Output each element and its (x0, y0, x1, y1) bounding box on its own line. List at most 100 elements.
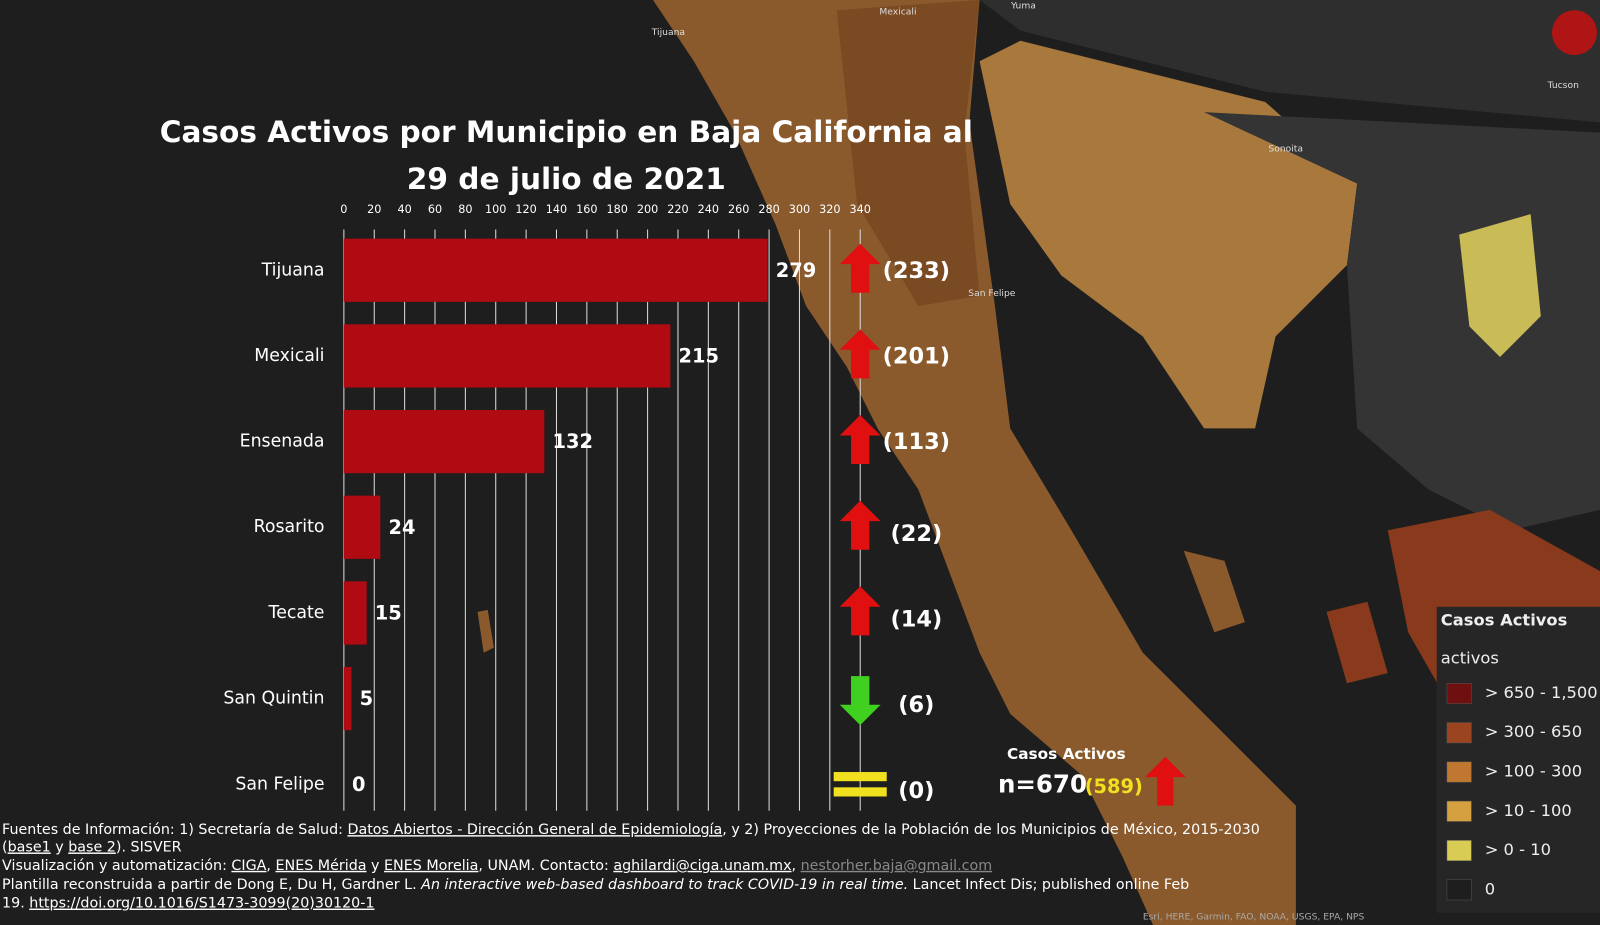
value-label: 215 (679, 344, 719, 367)
legend-label: > 650 - 1,500 (1485, 683, 1598, 702)
x-tick-label: 200 (637, 203, 658, 216)
bar (343, 495, 381, 559)
legend-swatch (1446, 800, 1472, 822)
footer-line: (base1 y base 2). SISVER (2, 839, 182, 855)
x-tick-label: 0 (340, 203, 347, 216)
map-label: Tucson (1547, 80, 1579, 91)
category-label: Tijuana (261, 260, 325, 280)
map-label: Tijuana (651, 27, 685, 38)
footer-text: Visualización y automatización: (2, 858, 231, 874)
chart-title: 29 de julio de 2021 (407, 162, 726, 196)
x-tick-label: 20 (367, 203, 381, 216)
bar (343, 238, 768, 302)
value-label: 24 (388, 516, 415, 539)
map-label: Mexicali (879, 7, 916, 18)
trend-up-arrow (839, 415, 881, 465)
footer-link[interactable]: aghilardi@ciga.unam.mx (613, 858, 791, 874)
footer-text: , (792, 858, 801, 874)
footer-text: y (51, 839, 69, 855)
equal-bar (833, 772, 887, 782)
value-label: 279 (776, 259, 816, 282)
footer-text: 19. (2, 896, 29, 912)
footer-link[interactable]: ENES Mérida (276, 858, 367, 874)
value-label: 5 (360, 687, 373, 710)
value-label: 0 (352, 773, 365, 796)
footer-line: 19. https://doi.org/10.1016/S1473-3099(2… (2, 896, 374, 912)
footer-text: ( (2, 839, 8, 855)
footer-text: Lancet Infect Dis; published online Feb (908, 877, 1189, 893)
footer-text: y (367, 858, 385, 874)
footer-link[interactable]: Datos Abiertos - Dirección General de Ep… (347, 822, 722, 838)
x-tick-label: 320 (819, 203, 840, 216)
legend-swatch (1446, 879, 1472, 901)
map-island (477, 609, 494, 653)
previous-value-label: (113) (883, 429, 950, 455)
x-tick-label: 40 (397, 203, 411, 216)
map-baja (653, 0, 1296, 925)
trend-up-arrow (839, 586, 881, 636)
previous-value-label: (6) (898, 692, 934, 718)
footer-line: Visualización y automatización: CIGA, EN… (2, 858, 992, 874)
bar (343, 666, 352, 731)
trend-up-arrow (839, 243, 881, 293)
bar (343, 409, 545, 474)
trend-up-arrow (839, 329, 881, 379)
footer-text: , (266, 858, 275, 874)
footer-link[interactable]: https://doi.org/10.1016/S1473-3099(20)30… (29, 896, 374, 912)
x-tick-label: 180 (607, 203, 628, 216)
x-tick-label: 100 (485, 203, 506, 216)
category-label: Mexicali (254, 346, 324, 366)
legend-box (1436, 606, 1600, 913)
footer-link[interactable]: base 2 (68, 839, 116, 855)
total-title: Casos Activos (1007, 745, 1126, 763)
legend-label: > 10 - 100 (1485, 801, 1572, 820)
legend-subtitle: activos (1441, 648, 1499, 667)
map-label: Sonoita (1268, 143, 1303, 154)
total-previous: (589) (1085, 775, 1143, 798)
category-label: Rosarito (254, 517, 325, 537)
map-island (1183, 550, 1245, 633)
bar (343, 324, 671, 388)
footer-text: , y 2) Proyecciones de la Población de l… (722, 822, 1260, 838)
category-label: San Felipe (235, 774, 324, 794)
x-tick-label: 120 (515, 203, 536, 216)
footer-link[interactable]: nestorher.baja@gmail.com (801, 858, 993, 874)
total-trend-arrow (1144, 756, 1186, 806)
x-tick-label: 340 (849, 203, 870, 216)
category-label: San Quintin (223, 689, 324, 709)
map-sonora-dark (1204, 112, 1600, 531)
map-label: San Felipe (968, 288, 1016, 299)
map-region (1326, 601, 1388, 684)
previous-value-label: (201) (883, 343, 950, 369)
trend-up-arrow (839, 500, 881, 550)
x-tick-label: 300 (789, 203, 810, 216)
footer-line: Plantilla reconstruida a partir de Dong … (2, 877, 1189, 893)
trend-equal (833, 772, 887, 797)
map-us (612, 0, 1600, 123)
previous-value-label: (0) (898, 778, 934, 804)
footer-text: , UNAM. Contacto: (478, 858, 613, 874)
bar (343, 581, 367, 645)
footer-link[interactable]: base1 (8, 839, 51, 855)
footer-line: Fuentes de Información: 1) Secretaría de… (2, 822, 1260, 838)
map-attribution: Esri, HERE, Garmin, FAO, NOAA, USGS, EPA… (1143, 911, 1365, 922)
legend-label: > 100 - 300 (1485, 762, 1582, 781)
previous-value-label: (233) (883, 258, 950, 284)
x-tick-label: 80 (458, 203, 472, 216)
x-tick-label: 140 (546, 203, 567, 216)
value-label: 15 (375, 601, 402, 624)
map-label: Yuma (1010, 1, 1036, 12)
x-tick-label: 60 (428, 203, 442, 216)
chart-title: Casos Activos por Municipio en Baja Cali… (160, 115, 973, 149)
category-label: Tecate (268, 603, 325, 623)
legend-label: > 300 - 650 (1485, 722, 1582, 741)
x-tick-label: 220 (667, 203, 688, 216)
map-region (1459, 214, 1541, 357)
trend-down-arrow (839, 676, 881, 726)
footer-link[interactable]: CIGA (231, 858, 266, 874)
footer-link[interactable]: ENES Morelia (384, 858, 478, 874)
bar-chart: 0 20 40 60 80 100 120 140 160 180 200 220 240 260 280 3… (223, 203, 950, 811)
footer-text: Fuentes de Información: 1) Secretaría de… (2, 822, 347, 838)
legend-swatch (1446, 761, 1472, 783)
